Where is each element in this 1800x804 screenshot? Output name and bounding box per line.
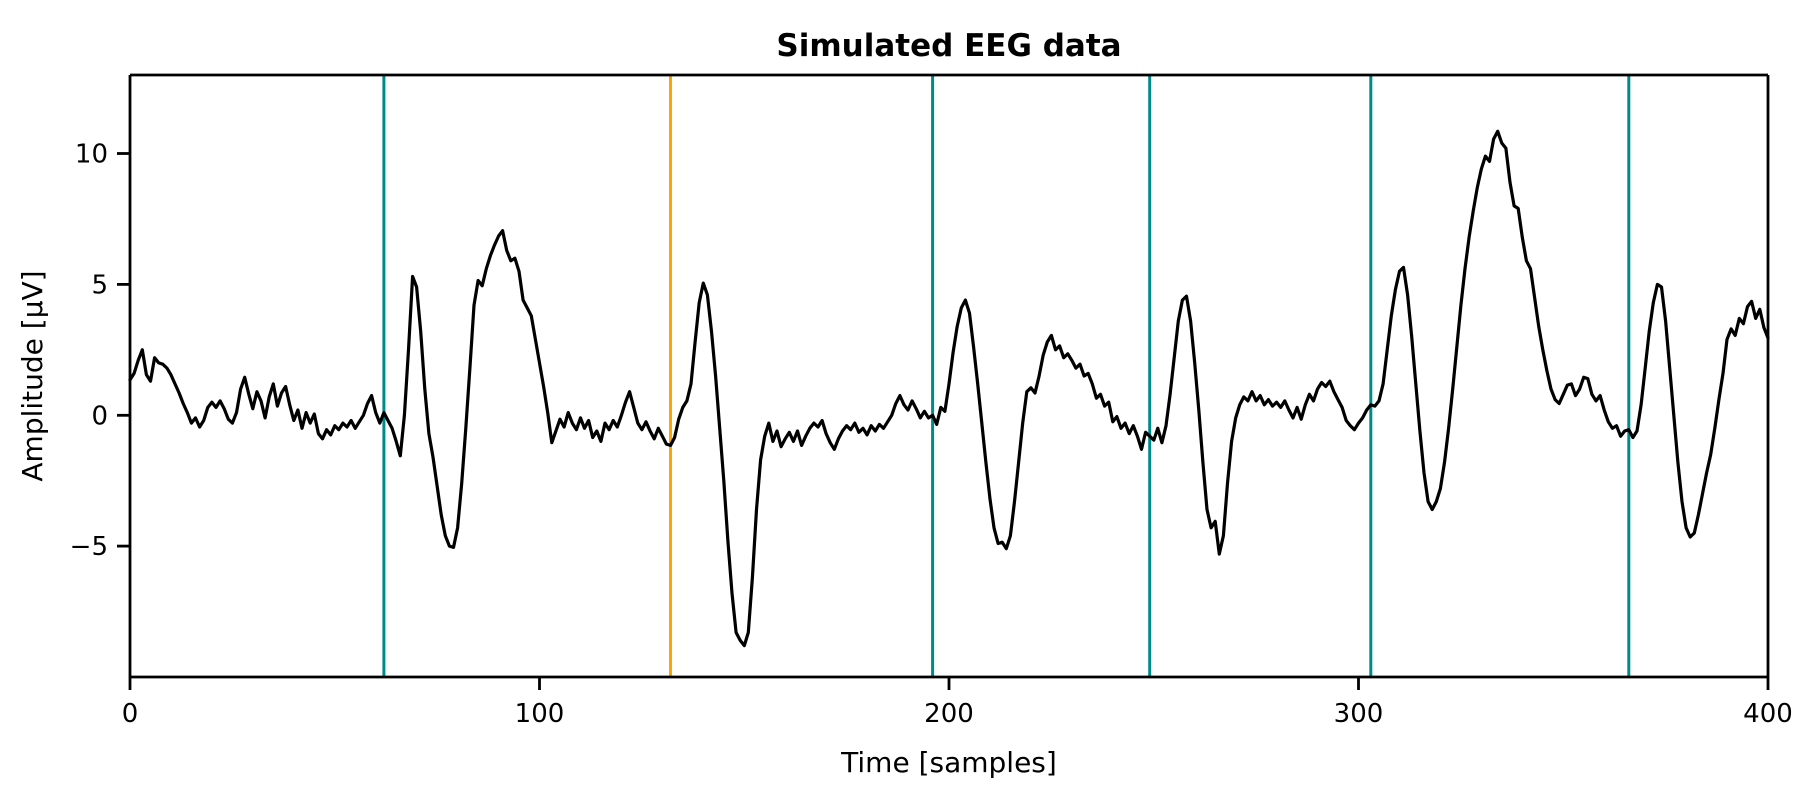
x-tick-label: 0 xyxy=(122,699,139,729)
eeg-trace xyxy=(128,129,1770,648)
ticks-group: 0 100 200 300 400 10 5 0 −5 xyxy=(70,140,1793,730)
y-tick-label: 10 xyxy=(75,140,108,170)
axes-spines xyxy=(128,73,1770,679)
chart-title: Simulated EEG data xyxy=(776,28,1121,64)
y-tick-label: 0 xyxy=(91,401,108,431)
event-lines-group xyxy=(382,75,1631,677)
y-tick-label: 5 xyxy=(91,270,108,300)
x-axis-label: Time [samples] xyxy=(840,746,1057,779)
x-tick-label: 400 xyxy=(1743,699,1793,729)
y-tick-label: −5 xyxy=(70,532,108,562)
x-tick-label: 300 xyxy=(1334,699,1384,729)
trace-group xyxy=(128,129,1770,648)
y-axis-label: Amplitude [µV] xyxy=(16,270,49,481)
x-tick-label: 200 xyxy=(924,699,974,729)
x-tick-label: 100 xyxy=(515,699,565,729)
